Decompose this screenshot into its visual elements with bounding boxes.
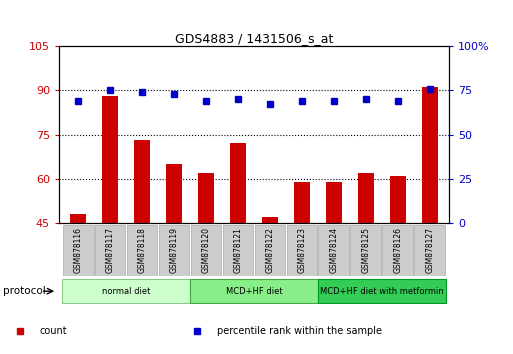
FancyBboxPatch shape <box>319 225 349 276</box>
Bar <box>358 173 374 354</box>
Title: GDS4883 / 1431506_s_at: GDS4883 / 1431506_s_at <box>175 32 333 45</box>
Text: percentile rank within the sample: percentile rank within the sample <box>217 326 382 336</box>
Text: GSM878117: GSM878117 <box>106 228 114 273</box>
Text: GSM878118: GSM878118 <box>137 228 147 273</box>
FancyBboxPatch shape <box>95 225 126 276</box>
FancyBboxPatch shape <box>127 225 157 276</box>
Text: GSM878123: GSM878123 <box>298 228 306 273</box>
Text: count: count <box>40 326 67 336</box>
Text: MCD+HF diet with metformin: MCD+HF diet with metformin <box>320 287 444 296</box>
FancyBboxPatch shape <box>223 225 253 276</box>
Bar <box>102 96 118 354</box>
Bar <box>422 87 438 354</box>
Text: GSM878124: GSM878124 <box>329 228 339 273</box>
FancyBboxPatch shape <box>63 225 93 276</box>
Text: GSM878119: GSM878119 <box>169 228 179 273</box>
Bar <box>166 164 182 354</box>
FancyBboxPatch shape <box>415 225 445 276</box>
Text: protocol: protocol <box>3 286 45 296</box>
FancyBboxPatch shape <box>382 225 413 276</box>
Text: GSM878126: GSM878126 <box>393 228 402 273</box>
Text: GSM878122: GSM878122 <box>265 228 274 273</box>
Text: MCD+HF diet: MCD+HF diet <box>226 287 282 296</box>
FancyBboxPatch shape <box>62 279 190 303</box>
Text: GSM878125: GSM878125 <box>361 228 370 273</box>
Bar <box>294 182 310 354</box>
FancyBboxPatch shape <box>350 225 381 276</box>
Bar <box>390 176 406 354</box>
FancyBboxPatch shape <box>287 225 317 276</box>
Text: GSM878116: GSM878116 <box>74 228 83 273</box>
Text: normal diet: normal diet <box>102 287 150 296</box>
Bar <box>70 214 86 354</box>
FancyBboxPatch shape <box>159 225 189 276</box>
Bar <box>198 173 214 354</box>
Text: GSM878120: GSM878120 <box>202 228 210 273</box>
Bar <box>230 143 246 354</box>
FancyBboxPatch shape <box>254 225 285 276</box>
Text: GSM878121: GSM878121 <box>233 228 243 273</box>
Bar <box>262 217 278 354</box>
FancyBboxPatch shape <box>190 279 318 303</box>
Text: GSM878127: GSM878127 <box>425 228 434 273</box>
Bar <box>326 182 342 354</box>
FancyBboxPatch shape <box>318 279 446 303</box>
FancyBboxPatch shape <box>191 225 221 276</box>
Bar <box>134 141 150 354</box>
